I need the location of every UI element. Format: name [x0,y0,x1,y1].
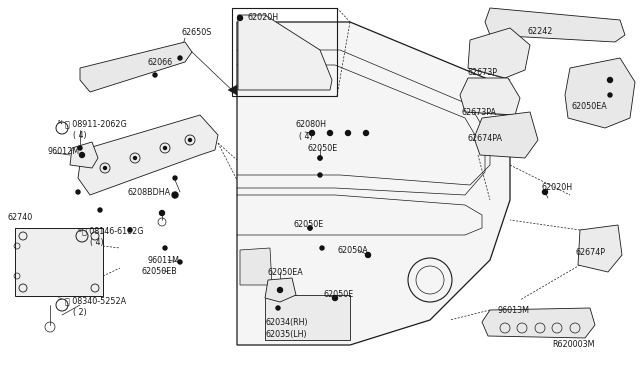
Polygon shape [482,308,595,338]
Circle shape [543,189,547,195]
Circle shape [178,260,182,264]
Text: 62674PA: 62674PA [468,134,503,143]
Circle shape [328,131,333,135]
Circle shape [308,226,312,230]
Text: 62674P: 62674P [575,248,605,257]
Text: 62050EA: 62050EA [268,268,304,277]
Polygon shape [265,278,296,302]
Circle shape [318,173,322,177]
Text: 62020H: 62020H [248,13,279,22]
Circle shape [237,16,243,20]
Circle shape [364,131,369,135]
Circle shape [607,77,612,83]
Circle shape [278,288,282,292]
Circle shape [189,138,191,141]
Circle shape [173,176,177,180]
Text: 62050EB: 62050EB [142,267,178,276]
Bar [15,228,103,296]
Circle shape [163,246,167,250]
Circle shape [320,246,324,250]
Circle shape [318,156,322,160]
Circle shape [98,208,102,212]
Text: 62242: 62242 [528,27,554,36]
Circle shape [308,226,312,230]
Polygon shape [265,295,350,340]
Text: 62050A: 62050A [338,246,369,255]
Text: 62066: 62066 [148,58,173,67]
Circle shape [134,157,136,160]
Text: 96013M: 96013M [498,306,530,315]
Text: Ⓝ 08911-2062G: Ⓝ 08911-2062G [65,119,127,128]
Circle shape [318,156,322,160]
Text: N: N [58,119,62,125]
Circle shape [153,73,157,77]
Text: ( 4): ( 4) [73,131,86,140]
Text: 62050E: 62050E [293,220,323,229]
Circle shape [365,253,371,257]
Text: R620003M: R620003M [552,340,595,349]
Circle shape [276,306,280,310]
Circle shape [172,192,178,198]
Circle shape [310,131,314,135]
Polygon shape [237,22,510,345]
Text: 62035(LH): 62035(LH) [266,330,308,339]
Text: 62034(RH): 62034(RH) [266,318,308,327]
Circle shape [346,131,351,135]
Circle shape [159,211,164,215]
Text: 62020H: 62020H [542,183,573,192]
Polygon shape [240,248,272,285]
Circle shape [128,228,132,232]
Text: 62673P: 62673P [468,68,498,77]
Text: 6208BDHA: 6208BDHA [128,188,171,197]
Circle shape [366,253,370,257]
Text: 62673PA: 62673PA [462,108,497,117]
Text: 62740: 62740 [8,213,33,222]
Text: Ⓢ 08146-6162G: Ⓢ 08146-6162G [82,226,143,235]
Polygon shape [468,28,530,78]
Text: 96012M: 96012M [48,147,80,156]
Text: ( 4): ( 4) [299,132,312,141]
Circle shape [79,153,84,157]
Text: Ⓢ 08340-5252A: Ⓢ 08340-5252A [65,296,126,305]
Polygon shape [80,42,192,92]
Text: 62050E: 62050E [308,144,339,153]
Polygon shape [460,78,520,115]
Circle shape [310,131,314,135]
Circle shape [78,146,82,150]
Polygon shape [565,58,635,128]
Polygon shape [78,115,218,195]
Bar [232,8,337,96]
Polygon shape [578,225,622,272]
Polygon shape [70,142,98,168]
Polygon shape [485,8,625,42]
Circle shape [163,147,166,150]
Circle shape [333,296,337,300]
Text: 62050E: 62050E [323,290,353,299]
Text: 96011M: 96011M [148,256,180,265]
Text: 62650S: 62650S [182,28,212,37]
Circle shape [178,56,182,60]
Text: ( 2): ( 2) [73,308,87,317]
Circle shape [76,190,80,194]
Circle shape [608,93,612,97]
Text: 62050EA: 62050EA [572,102,608,111]
Text: 62080H: 62080H [295,120,326,129]
Circle shape [104,167,106,170]
Text: S: S [58,296,62,301]
Polygon shape [474,112,538,158]
Circle shape [333,295,337,301]
Text: S: S [78,228,82,232]
Polygon shape [228,85,237,95]
Polygon shape [238,15,332,90]
Text: ( 4): ( 4) [90,238,104,247]
